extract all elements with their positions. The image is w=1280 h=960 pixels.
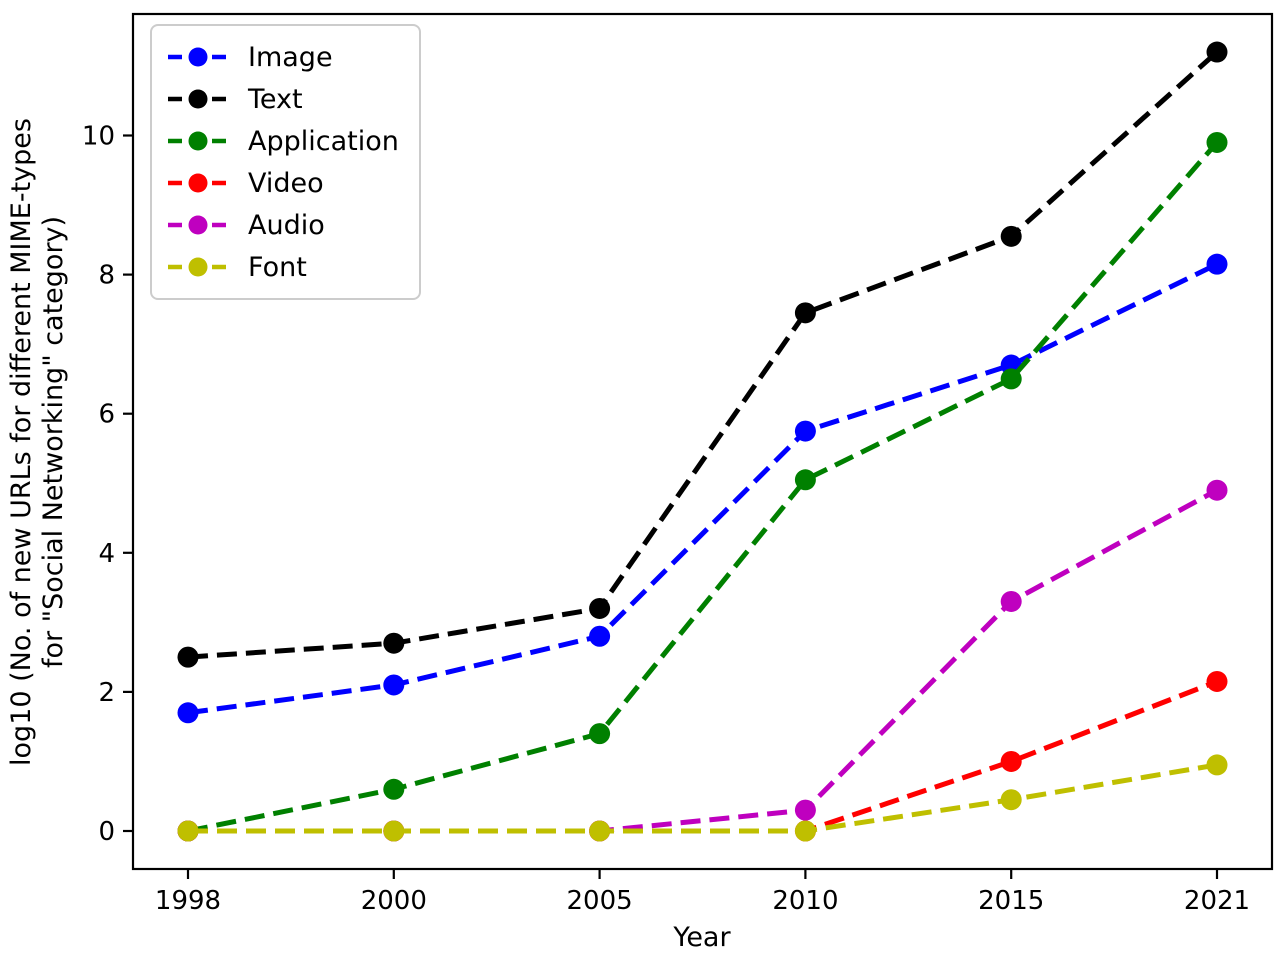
legend-item-application: Application [166, 120, 399, 162]
series-line-application [187, 140, 1219, 834]
x-tick-label: 2010 [772, 886, 838, 916]
x-tick-label: 2000 [361, 886, 427, 916]
legend-marker-sample [188, 215, 208, 235]
axes-layer: 1998 2000 2005 2010 2015 2021 0 2 4 6 8 10 [82, 12, 1274, 916]
data-point-font-1998 [177, 820, 199, 842]
series-line-text [187, 50, 1219, 660]
data-point-audio-2021 [1206, 479, 1228, 501]
series-line-audio [188, 488, 1219, 834]
data-point-text-2015 [1000, 225, 1022, 247]
y-tick-label: 10 [82, 122, 115, 152]
legend: Image Text Application Video Audio Font [150, 24, 421, 300]
legend-item-font: Font [166, 246, 399, 288]
data-point-image-2000 [383, 674, 405, 696]
legend-handle-icon [168, 215, 228, 235]
legend-item-audio: Audio [166, 204, 399, 246]
legend-label: Image [248, 41, 333, 73]
plot-border [131, 12, 1274, 871]
series-line-image [187, 261, 1219, 716]
legend-marker-sample [188, 89, 208, 109]
x-tick-label: 2021 [1184, 886, 1250, 916]
data-point-text-2000 [383, 632, 405, 654]
legend-handle-icon [168, 47, 228, 67]
y-axis-label-line2: for "Social Networking" category) [38, 216, 69, 668]
legend-handle-icon [168, 173, 228, 193]
plot-area [177, 41, 1228, 842]
data-point-audio-2010 [794, 799, 816, 821]
data-point-image-2010 [794, 420, 816, 442]
y-tick-label: 4 [98, 539, 115, 569]
y-tick-label: 8 [98, 261, 115, 291]
legend-marker-sample [188, 173, 208, 193]
data-point-text-1998 [177, 646, 199, 668]
data-point-application-2005 [589, 723, 611, 745]
legend-item-text: Text [166, 78, 399, 120]
legend-label: Video [248, 167, 324, 199]
y-tick-label: 0 [98, 817, 115, 847]
data-point-application-2000 [383, 778, 405, 800]
data-point-video-2015 [1000, 750, 1022, 772]
x-axis-label: Year [672, 922, 731, 953]
series-line-video [188, 679, 1218, 834]
legend-label: Audio [248, 209, 325, 241]
data-point-font-2010 [794, 820, 816, 842]
data-point-text-2021 [1206, 41, 1228, 63]
legend-handle-icon [168, 89, 228, 109]
data-point-image-2021 [1206, 253, 1228, 275]
legend-marker-sample [188, 131, 208, 151]
data-point-image-2005 [589, 625, 611, 647]
legend-marker-sample [188, 257, 208, 277]
data-point-font-2021 [1206, 754, 1228, 776]
y-axis-label-line1: log10 (No. of new URLs for different MIM… [6, 118, 37, 766]
data-point-font-2000 [383, 820, 405, 842]
x-tick-label: 2005 [567, 886, 633, 916]
legend-label: Font [248, 251, 307, 283]
x-tick-label: 2015 [978, 886, 1044, 916]
legend-marker-sample [188, 47, 208, 67]
legend-item-video: Video [166, 162, 399, 204]
data-point-text-2005 [589, 597, 611, 619]
data-point-audio-2015 [1000, 590, 1022, 612]
data-point-application-2021 [1206, 131, 1228, 153]
data-point-text-2010 [794, 302, 816, 324]
legend-handle-icon [168, 257, 228, 277]
legend-label: Application [248, 125, 399, 157]
y-tick-label: 2 [98, 678, 115, 708]
data-point-application-2015 [1000, 368, 1022, 390]
y-tick-label: 6 [98, 400, 115, 430]
series-line-font [188, 762, 1218, 834]
legend-label: Text [248, 83, 303, 115]
data-point-video-2021 [1206, 670, 1228, 692]
data-point-font-2015 [1000, 789, 1022, 811]
x-tick-label: 1998 [155, 886, 221, 916]
data-point-application-2010 [794, 469, 816, 491]
data-point-image-1998 [177, 702, 199, 724]
legend-item-image: Image [166, 36, 399, 78]
data-point-font-2005 [589, 820, 611, 842]
legend-handle-icon [168, 131, 228, 151]
